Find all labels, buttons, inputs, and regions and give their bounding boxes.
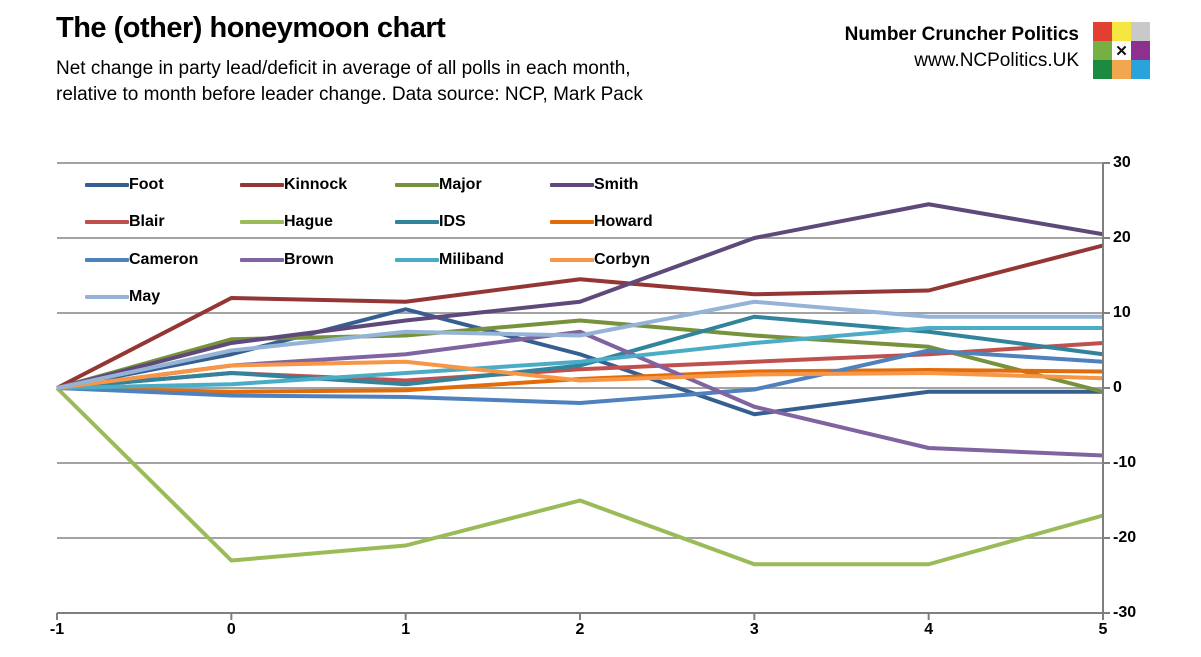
legend-swatch-kinnock [240, 183, 284, 187]
y-axis-tick-label: -10 [1113, 454, 1137, 471]
legend-label-miliband: Miliband [439, 251, 504, 268]
legend-swatch-foot [85, 183, 129, 187]
subtitle-line-2: relative to month before leader change. … [56, 84, 643, 105]
subtitle-line-1: Net change in party lead/deficit in aver… [56, 58, 631, 79]
brand-logo: ✕ [1093, 22, 1150, 79]
series-line-cameron [56, 348, 1104, 405]
legend-item-miliband: Miliband [395, 251, 504, 269]
series-line-major [56, 318, 1104, 394]
x-axis-tick-label: 5 [1098, 621, 1108, 638]
chart-subtitle: Net change in party lead/deficit in aver… [56, 56, 643, 108]
legend-swatch-brown [240, 258, 284, 262]
legend-item-major: Major [395, 176, 482, 194]
legend-item-blair: Blair [85, 213, 165, 231]
series-line-foot [56, 307, 1103, 417]
legend-item-may: May [85, 288, 160, 306]
series-line-corbyn [56, 359, 1104, 390]
y-axis-tick-label: 30 [1113, 154, 1131, 171]
legend-label-brown: Brown [284, 251, 334, 268]
series-line-ids [56, 314, 1104, 390]
legend-swatch-major [395, 183, 439, 187]
legend-swatch-cameron [85, 258, 129, 262]
legend-item-kinnock: Kinnock [240, 176, 347, 194]
x-axis-tick-label: 4 [924, 621, 934, 638]
brand-logo-cell [1093, 41, 1112, 60]
legend-swatch-smith [550, 183, 594, 187]
legend-swatch-corbyn [550, 258, 594, 262]
brand-logo-cell [1093, 60, 1112, 79]
legend-label-foot: Foot [129, 176, 164, 193]
x-axis-tick-label: 2 [575, 621, 585, 638]
page-title: The (other) honeymoon chart [56, 12, 446, 44]
legend-label-hague: Hague [284, 213, 333, 230]
legend-swatch-hague [240, 220, 284, 224]
y-axis-tick-label: -30 [1113, 604, 1137, 621]
brand-block: Number Cruncher Politics www.NCPolitics.… [845, 22, 1150, 79]
legend-label-cameron: Cameron [129, 251, 199, 268]
legend-label-ids: IDS [439, 213, 466, 230]
legend-swatch-miliband [395, 258, 439, 262]
brand-logo-cell [1093, 22, 1112, 41]
y-axis-tick-label: -20 [1113, 529, 1137, 546]
x-axis-tick-label: 1 [401, 621, 411, 638]
legend-label-may: May [129, 288, 161, 305]
legend-item-hague: Hague [240, 213, 333, 231]
legend-label-smith: Smith [594, 176, 639, 193]
brand-url[interactable]: www.NCPolitics.UK [914, 50, 1079, 71]
brand-logo-cell [1112, 22, 1131, 41]
legend-item-smith: Smith [550, 176, 638, 194]
legend-item-ids: IDS [395, 213, 466, 231]
brand-logo-cell [1131, 22, 1150, 41]
legend-item-brown: Brown [240, 251, 334, 269]
legend-label-corbyn: Corbyn [594, 251, 650, 268]
legend-label-blair: Blair [129, 213, 165, 230]
legend-label-kinnock: Kinnock [284, 176, 348, 193]
y-axis-tick-label: 20 [1113, 229, 1131, 246]
series-line-miliband [56, 326, 1103, 390]
legend-swatch-may [85, 295, 129, 299]
series-line-kinnock [56, 243, 1104, 390]
series-line-hague [55, 386, 1104, 567]
legend-item-cameron: Cameron [85, 251, 198, 269]
brand-logo-x-icon: ✕ [1115, 42, 1128, 60]
x-axis-tick-label: 3 [749, 621, 759, 638]
legend-item-corbyn: Corbyn [550, 251, 650, 269]
series-line-smith [56, 202, 1104, 390]
legend-item-foot: Foot [85, 176, 164, 194]
brand-logo-cell [1131, 60, 1150, 79]
legend-swatch-howard [550, 220, 594, 224]
legend-item-howard: Howard [550, 213, 653, 231]
brand-logo-cell [1131, 41, 1150, 60]
brand-logo-cell [1112, 60, 1131, 79]
x-axis-tick-label: -1 [49, 621, 65, 638]
legend-label-howard: Howard [594, 213, 653, 230]
x-axis-tick-label: 0 [226, 621, 236, 638]
legend-swatch-blair [85, 220, 129, 224]
brand-logo-cell: ✕ [1112, 41, 1131, 60]
legend-swatch-ids [395, 220, 439, 224]
legend-label-major: Major [439, 176, 482, 193]
y-axis-tick-label: 0 [1113, 379, 1122, 396]
series-line-may [56, 299, 1103, 390]
y-axis-tick-label: 10 [1113, 304, 1131, 321]
brand-name: Number Cruncher Politics [844, 24, 1079, 45]
